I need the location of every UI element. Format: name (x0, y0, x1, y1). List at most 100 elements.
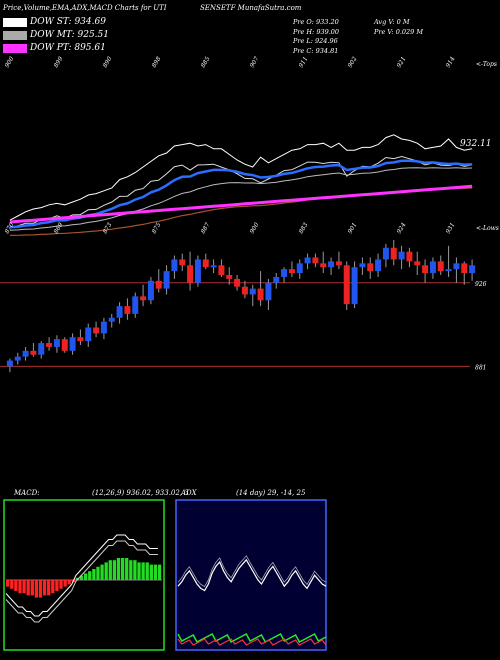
low-tick-label: 883 (298, 221, 310, 235)
macd-bar (47, 580, 51, 596)
candle-body (469, 265, 476, 274)
candle-body (288, 269, 295, 274)
macd-bar (26, 580, 30, 596)
adx-line (177, 558, 327, 592)
adx-minus-di-line (177, 638, 327, 646)
macd-bar (120, 558, 125, 580)
ema-fast-line (9, 155, 473, 228)
macd-bar (14, 580, 18, 591)
macd-bar (149, 564, 153, 580)
macd-bar (145, 562, 149, 580)
candle-body (312, 257, 319, 264)
legend-dow-pt: DOW PT: 895.61 (3, 43, 109, 53)
prev-high: Pre H: 939.00 (293, 27, 340, 36)
macd-bar (79, 575, 84, 580)
candle-body (226, 275, 233, 279)
candle-body (320, 263, 327, 268)
macd-bar (34, 580, 39, 598)
legend-dow-st: DOW ST: 934.69 (3, 17, 109, 27)
highs-line (9, 134, 473, 221)
candle-body (100, 321, 107, 334)
candle-body (194, 259, 201, 283)
candle-body (375, 259, 382, 272)
macd-bar (30, 580, 34, 596)
candle-body (124, 306, 131, 314)
macd-bar (157, 564, 162, 580)
top-tick-label: 898 (151, 55, 163, 69)
candle-body (179, 259, 186, 266)
candle-body (406, 251, 413, 262)
top-tick-label: 900 (4, 55, 16, 69)
candle-body (343, 265, 350, 305)
candle-body (367, 263, 374, 272)
candle-body (38, 343, 45, 355)
macd-bar (84, 573, 88, 580)
candle-body (414, 261, 421, 266)
level-label-881: 881 (475, 364, 486, 371)
candle-body (163, 271, 170, 289)
candle-body (46, 343, 53, 347)
macd-signal-line (5, 540, 158, 623)
prev-ohlc: Pre O: 933.20 Pre H: 939.00 Pre L: 924.9… (293, 18, 339, 56)
ema-last-label: 932.11 (460, 139, 492, 149)
adx-label: ADX (181, 489, 197, 497)
macd-bar (6, 580, 10, 587)
legend-dow-mt: DOW MT: 925.51 (3, 30, 109, 40)
macd-params: (12,26,9) 936.02, 933.02, 3 (92, 489, 189, 497)
macd-bar (153, 564, 158, 580)
adx-plus-di-line (177, 632, 327, 644)
ema-legend: DOW ST: 934.69 DOW MT: 925.51 DOW PT: 89… (3, 17, 109, 53)
ema-mid-line (9, 167, 473, 231)
candle-body (445, 269, 452, 272)
macd-chart (3, 499, 165, 651)
candle-body (140, 296, 147, 301)
low-tick-label: 873 (102, 221, 114, 235)
candle-body (453, 263, 460, 270)
low-tick-label: 901 (347, 222, 359, 235)
legend-swatch-st (3, 17, 27, 27)
macd-bar (129, 560, 133, 580)
candle-body (171, 259, 178, 272)
candle-body (22, 350, 29, 357)
top-tick-label: 899 (53, 55, 65, 69)
candle-body (202, 259, 209, 268)
macd-bar (88, 571, 92, 580)
macd-bar (96, 566, 100, 580)
top-tick-label: 907 (249, 55, 261, 69)
low-tick-label: 887 (200, 221, 212, 235)
adx-line-2 (177, 555, 327, 588)
candle-body (116, 306, 123, 318)
macd-bar (100, 564, 104, 580)
candle-body (234, 278, 241, 287)
candle-body (93, 327, 100, 334)
candle-body (147, 280, 154, 301)
candle-body (328, 261, 335, 268)
macd-bar (38, 580, 43, 598)
candle-body (296, 263, 303, 274)
macd-bar (55, 580, 59, 591)
candle-body (461, 263, 468, 274)
macd-bar (63, 580, 67, 587)
candle-body (281, 269, 288, 277)
low-tick-label: 924 (396, 221, 408, 235)
candle-body (359, 263, 366, 268)
ema-pink-line (9, 184, 473, 224)
candle-body (265, 282, 272, 301)
top-tick-label: 921 (396, 56, 408, 69)
macd-bar (22, 580, 26, 594)
candle-body (382, 247, 389, 260)
candle-body (53, 339, 60, 347)
macd-line (5, 534, 158, 617)
low-tick-label: 931 (445, 222, 457, 235)
candle-body (390, 247, 397, 260)
macd-bar (125, 558, 129, 580)
candle-body (108, 317, 115, 322)
candle-body (61, 339, 68, 351)
macd-bar (59, 580, 63, 589)
macd-bar (10, 580, 14, 589)
candle-body (351, 267, 358, 305)
lows-label: <-Lows (476, 225, 499, 232)
top-tick-label: 911 (298, 56, 310, 69)
candle-body (187, 265, 194, 283)
candle-body (155, 280, 162, 289)
